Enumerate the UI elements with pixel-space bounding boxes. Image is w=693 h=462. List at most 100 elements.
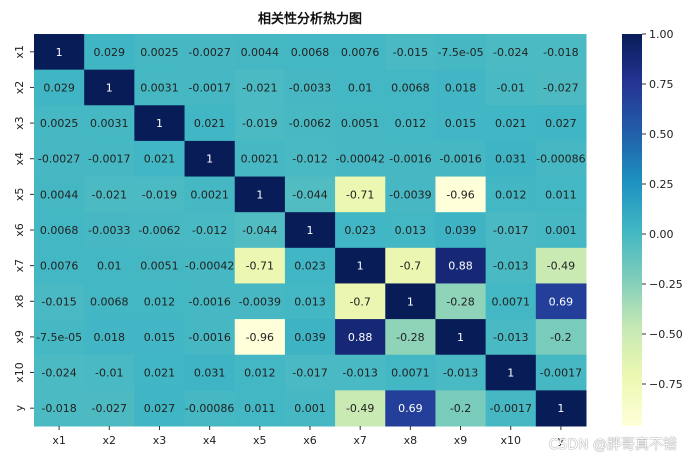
heatmap-cell-label: 0.0068: [90, 295, 129, 308]
heatmap-cell-y-x10: [485, 390, 537, 427]
heatmap-cell-x7-x7: [335, 247, 386, 284]
heatmap-cell-x5-x3: [134, 176, 186, 213]
heatmap-cell-x2-x9: [435, 69, 487, 106]
heatmap-cell-label: -0.013: [493, 331, 528, 344]
x-tick-label: x5: [253, 434, 267, 447]
heatmap-cell-label: -0.015: [41, 295, 76, 308]
heatmap-cell-label: -0.0017: [88, 153, 130, 166]
heatmap-cell-y-x7: [335, 390, 386, 427]
heatmap-cell-x9-x6: [284, 319, 336, 356]
y-tick-label: x3: [13, 116, 26, 130]
heatmap-cell-y-x1: [34, 390, 85, 427]
heatmap-cell-x5-x10: [485, 176, 537, 213]
y-tick-label: x8: [13, 295, 26, 309]
heatmap-cell-x10-x5: [234, 354, 286, 391]
heatmap-cell-x9-y: [535, 319, 587, 356]
heatmap-cells: [34, 34, 587, 427]
heatmap-cell-x5-x2: [84, 176, 135, 213]
heatmap-cell-label: -0.019: [242, 117, 277, 130]
heatmap-cell-label: 1: [457, 331, 464, 344]
heatmap-cell-x8-x4: [184, 283, 236, 320]
heatmap-cell-label: -0.01: [95, 367, 123, 380]
heatmap-cell-x6-y: [535, 212, 587, 249]
heatmap-cell-label: -0.0033: [88, 224, 130, 237]
watermark: CSDN @胖哥真不错: [548, 437, 677, 453]
heatmap-cell-label: -0.021: [242, 81, 277, 94]
heatmap-cell-label: 0.0021: [190, 188, 229, 201]
heatmap-cell-label: 0.0025: [140, 46, 179, 59]
heatmap-cell-x3-x5: [234, 105, 286, 142]
heatmap-cell-label: 0.0071: [391, 367, 430, 380]
colorbar-tick-label: −0.75: [649, 378, 683, 391]
heatmap-cell-label: 1: [56, 46, 63, 59]
heatmap-cell-x8-x7: [335, 283, 386, 320]
heatmap-cell-x8-x8: [385, 283, 436, 320]
heatmap-cell-label: -0.0027: [38, 153, 80, 166]
heatmap-cell-label: 0.0044: [40, 188, 79, 201]
heatmap-cell-x6-x10: [485, 212, 537, 249]
heatmap-cell-label: 0.0044: [241, 46, 280, 59]
heatmap-cell-label: 0.88: [348, 331, 373, 344]
heatmap-cell-x1-x4: [184, 34, 236, 71]
heatmap-cell-x5-x7: [335, 176, 386, 213]
heatmap-cell-x4-x9: [435, 140, 487, 178]
heatmap-cell-y-x8: [385, 390, 436, 427]
heatmap-cell-label: 0.0031: [140, 81, 179, 94]
heatmap-cell-x6-x2: [84, 212, 135, 249]
heatmap-cell-x8-y: [535, 283, 587, 320]
heatmap-cell-x5-x4: [184, 176, 236, 213]
heatmap-cell-x3-x4: [184, 105, 236, 142]
y-tick-label: x6: [13, 223, 26, 237]
heatmap-cell-label: -0.00042: [185, 260, 234, 273]
heatmap-cell-label: 0.021: [495, 117, 527, 130]
heatmap-cell-label: -0.0016: [188, 331, 230, 344]
heatmap-cell-x9-x8: [385, 319, 436, 356]
heatmap-cell-label: 0.0068: [291, 46, 330, 59]
heatmap-cell-y-x5: [234, 390, 286, 427]
heatmap-cell-x1-x3: [134, 34, 186, 71]
heatmap-cell-x8-x5: [234, 283, 286, 320]
heatmap-cell-x1-x2: [84, 34, 135, 71]
heatmap-cell-x5-x8: [385, 176, 436, 213]
heatmap-cell-label: 0.021: [144, 367, 176, 380]
colorbar-tick-label: 0.25: [649, 178, 674, 191]
heatmap-cell-label: 0.0068: [40, 224, 79, 237]
heatmap-cell-x5-x1: [34, 176, 85, 213]
heatmap-cell-label: -0.015: [393, 46, 428, 59]
heatmap-cell-x7-x3: [134, 247, 186, 284]
heatmap-cell-label: 0.012: [395, 117, 427, 130]
heatmap-cell-x3-y: [535, 105, 587, 142]
heatmap-cell-label: -0.044: [242, 224, 277, 237]
heatmap-cell-x5-y: [535, 176, 587, 213]
heatmap-cell-x6-x9: [435, 212, 487, 249]
heatmap-cell-x4-x8: [385, 140, 436, 178]
heatmap-cell-label: -0.017: [292, 367, 327, 380]
heatmap-cell-x2-x7: [335, 69, 386, 106]
heatmap-cell-label: 0.011: [545, 188, 577, 201]
heatmap-cell-label: -0.0062: [289, 117, 331, 130]
heatmap-cell-label: -0.0039: [239, 295, 281, 308]
heatmap-cell-x9-x10: [485, 319, 537, 356]
heatmap-cell-x2-x8: [385, 69, 436, 106]
heatmap-cell-x7-x8: [385, 247, 436, 284]
heatmap-cell-label: -0.0016: [188, 295, 230, 308]
heatmap-cell-x8-x2: [84, 283, 135, 320]
heatmap-cell-x9-x4: [184, 319, 236, 356]
heatmap-cell-x5-x6: [284, 176, 336, 213]
heatmap-cell-x5-x5: [234, 176, 286, 213]
y-tick-label: x7: [13, 259, 26, 273]
heatmap-cell-x4-x2: [84, 140, 135, 178]
heatmap-cell-label: -0.0017: [489, 402, 531, 415]
x-tick-label: x10: [500, 434, 521, 447]
heatmap-cell-y-y: [535, 390, 587, 427]
heatmap-cell-x6-x7: [335, 212, 386, 249]
heatmap-cell-label: -0.2: [550, 331, 571, 344]
heatmap-cell-label: 0.011: [244, 402, 276, 415]
heatmap-cell-label: -0.017: [493, 224, 528, 237]
heatmap-cell-label: 0.027: [144, 402, 176, 415]
heatmap-cell-label: -0.49: [346, 402, 374, 415]
heatmap-cell-label: -0.28: [446, 295, 474, 308]
heatmap-cell-label: 0.0051: [341, 117, 380, 130]
heatmap-cell-label: 0.012: [144, 295, 176, 308]
